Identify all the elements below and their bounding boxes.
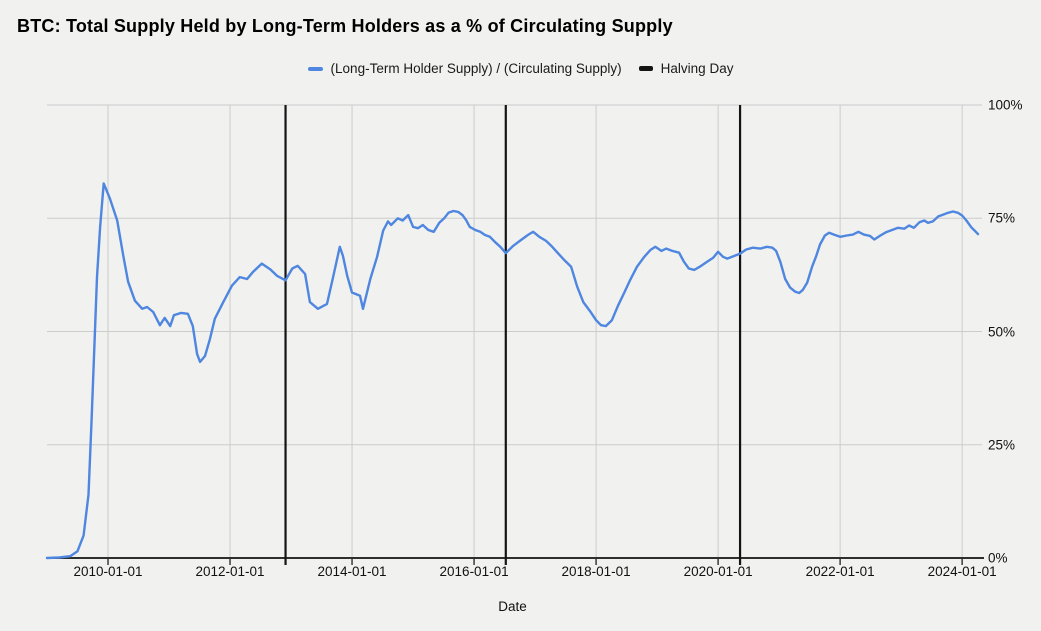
y-tick-label: 25%	[988, 437, 1016, 453]
x-tick-label: 2012-01-01	[195, 564, 265, 579]
x-tick-label: 2022-01-01	[805, 564, 875, 579]
x-tick-label: 2020-01-01	[683, 564, 753, 579]
legend-halving-label: Halving Day	[660, 61, 734, 76]
y-tick-label: 0%	[988, 550, 1008, 566]
legend: (Long-Term Holder Supply) / (Circulating…	[0, 61, 1041, 76]
lth-supply-series-line	[45, 182, 980, 560]
x-tick-label: 2016-01-01	[439, 564, 509, 579]
x-tick-label: 2018-01-01	[561, 564, 631, 579]
x-tick-label: 2010-01-01	[73, 564, 143, 579]
y-tick-label: 50%	[988, 324, 1016, 339]
y-tick-label: 100%	[988, 97, 1023, 113]
legend-item-series[interactable]: (Long-Term Holder Supply) / (Circulating…	[307, 61, 622, 76]
series-line-swatch-icon	[307, 66, 323, 71]
x-tick-label: 2024-01-01	[927, 564, 997, 579]
halving-line-swatch-icon	[638, 66, 653, 71]
x-tick-label: 2014-01-01	[317, 564, 387, 579]
y-tick-label: 75%	[988, 210, 1016, 226]
legend-item-halving[interactable]: Halving Day	[638, 61, 734, 76]
legend-series-label: (Long-Term Holder Supply) / (Circulating…	[330, 61, 622, 76]
chart-title: BTC: Total Supply Held by Long-Term Hold…	[17, 16, 673, 36]
x-axis-title: Date	[498, 599, 527, 614]
